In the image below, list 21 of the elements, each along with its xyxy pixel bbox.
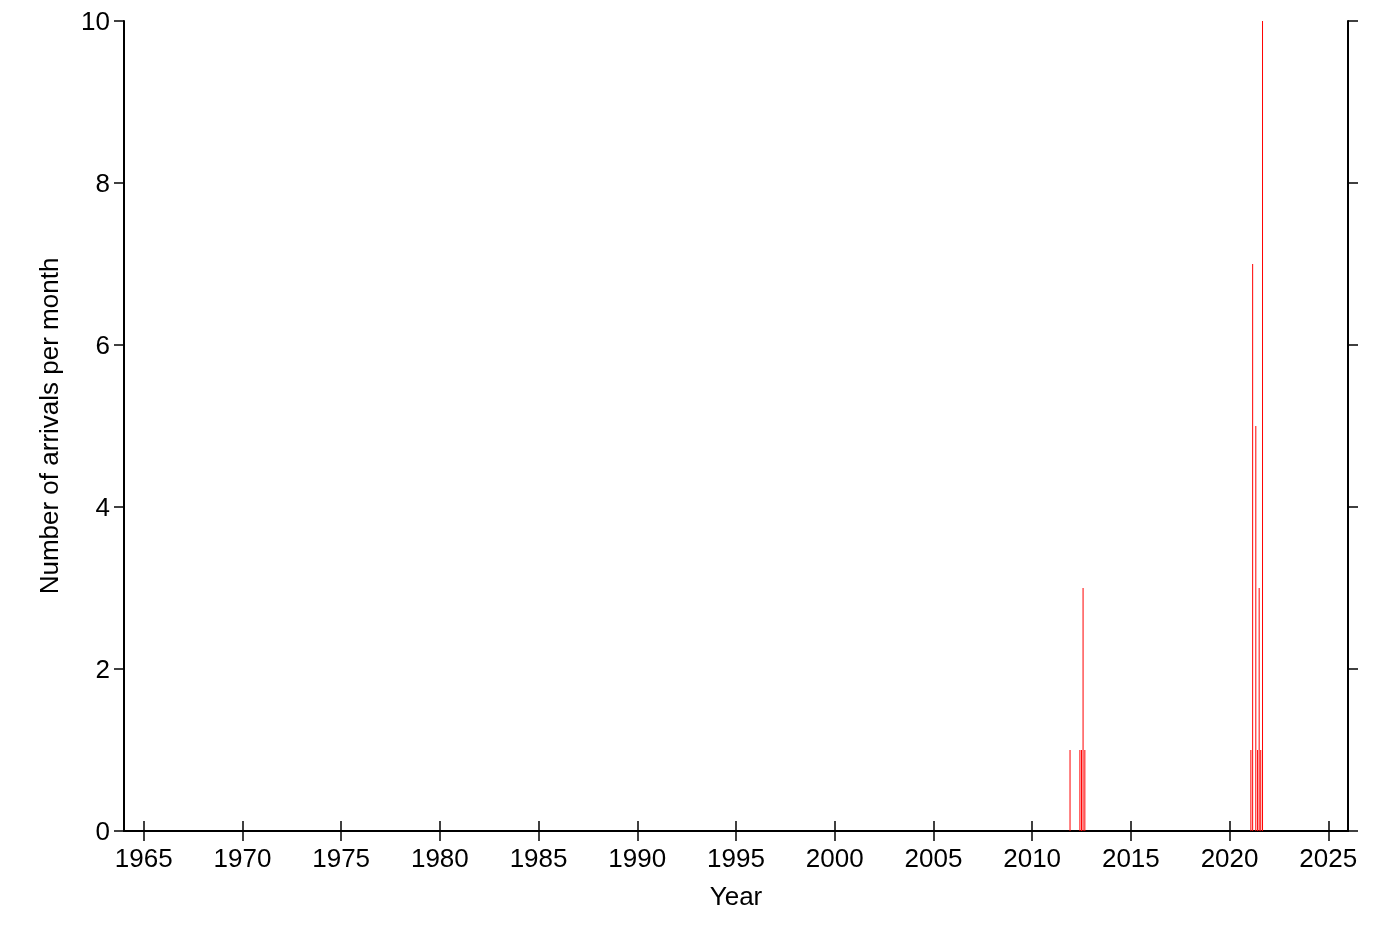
y-tick-label: 8 xyxy=(95,168,110,198)
y-tick-label: 10 xyxy=(81,6,110,36)
y-tick-label: 0 xyxy=(95,816,110,846)
y-axis-title: Number of arrivals per month xyxy=(34,257,64,595)
x-axis-title: Year xyxy=(709,881,763,911)
y-tick-label: 4 xyxy=(95,492,110,522)
x-tick-label: 2010 xyxy=(1003,843,1062,873)
y-tick-label: 2 xyxy=(95,654,110,684)
x-tick-label: 1975 xyxy=(312,843,371,873)
x-tick-label: 2015 xyxy=(1101,843,1160,873)
x-tick-label: 2005 xyxy=(904,843,963,873)
x-tick-label: 2020 xyxy=(1200,843,1259,873)
x-tick-label: 1970 xyxy=(213,843,272,873)
y-tick-label: 6 xyxy=(95,330,110,360)
x-tick-label: 1980 xyxy=(410,843,469,873)
x-tick-label: 1990 xyxy=(608,843,667,873)
x-tick-label: 1985 xyxy=(509,843,568,873)
x-tick-label: 2025 xyxy=(1299,843,1358,873)
x-tick-label: 1965 xyxy=(114,843,173,873)
x-tick-label: 1995 xyxy=(707,843,765,873)
x-tick-label: 2000 xyxy=(805,843,864,873)
